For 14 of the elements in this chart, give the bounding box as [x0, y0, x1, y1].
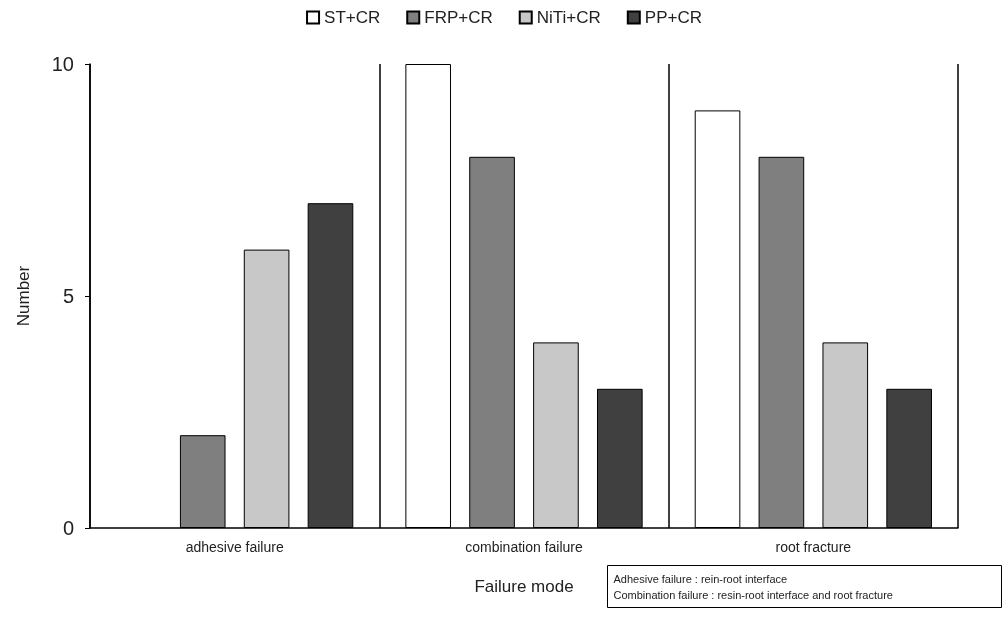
y-tick-label: 0	[62, 517, 74, 539]
x-tick-label: root fracture	[775, 539, 852, 555]
y-axis-title: Number	[14, 265, 33, 327]
legend-label: NiTi+CR	[536, 8, 601, 27]
text: Adhesive failure : rein-root interface	[613, 572, 788, 585]
x-tick-label: combination failure	[465, 539, 583, 555]
y-tick-label: 5	[62, 285, 74, 307]
legend-label: PP+CR	[644, 8, 702, 27]
legend-label: ST+CR	[324, 8, 381, 27]
x-axis-title: Failure mode	[474, 577, 574, 596]
legend-label: FRP+CR	[424, 8, 493, 27]
text: Combination failure : resin-root interface and root fracture	[613, 588, 893, 601]
y-tick-label: 10	[51, 53, 74, 75]
x-tick-label: adhesive failure	[185, 539, 284, 555]
